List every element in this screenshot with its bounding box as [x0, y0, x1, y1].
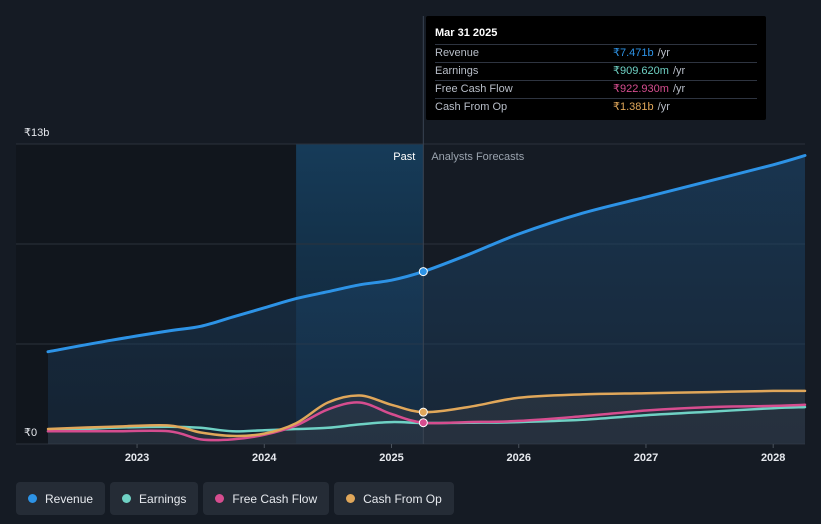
- x-tick-label: 2026: [506, 452, 530, 464]
- tooltip-label: Earnings: [435, 65, 479, 77]
- legend-label: Revenue: [45, 491, 94, 506]
- revenue-area: [48, 155, 805, 444]
- tooltip-date: Mar 31 2025: [435, 27, 498, 39]
- tooltip-row-cash-from-op: Cash From Op ₹1.381b /yr: [435, 98, 757, 116]
- free-cash-flow-line: [46, 401, 807, 442]
- tooltip: Mar 31 2025 Revenue ₹7.471b /yr Earnings…: [426, 16, 766, 120]
- past-label: Past: [393, 151, 415, 163]
- tooltip-row-revenue: Revenue ₹7.471b /yr: [435, 44, 757, 62]
- tooltip-value: ₹909.620m: [613, 65, 669, 77]
- tooltip-unit: /yr: [657, 101, 670, 113]
- tooltip-value: ₹922.930m: [613, 83, 669, 95]
- forecast-label: Analysts Forecasts: [431, 151, 524, 163]
- tooltip-value: ₹1.381b: [613, 101, 654, 113]
- earnings-line: [46, 405, 807, 433]
- tooltip-label: Revenue: [435, 47, 480, 59]
- revenue-line: [46, 154, 807, 354]
- tooltip-label: Free Cash Flow: [435, 83, 513, 95]
- tooltip-unit: /yr: [672, 83, 686, 95]
- x-tick-label: 2028: [761, 452, 785, 464]
- legend-item-cash-from-op[interactable]: Cash From Op: [334, 482, 454, 515]
- tooltip-row-earnings: Earnings ₹909.620m /yr: [435, 62, 757, 80]
- tooltip-label: Cash From Op: [435, 101, 508, 113]
- cash-from-op-line: [46, 389, 807, 438]
- legend-label: Free Cash Flow: [232, 491, 318, 506]
- x-tick-label: 2023: [125, 452, 149, 464]
- earnings-dot-icon: [122, 494, 132, 503]
- legend-item-free-cash-flow[interactable]: Free Cash Flow: [203, 482, 330, 515]
- legend-item-revenue[interactable]: Revenue: [16, 482, 106, 515]
- tooltip-unit: /yr: [657, 47, 670, 59]
- tooltip-value: ₹7.471b: [613, 47, 654, 59]
- x-tick-label: 2024: [252, 452, 277, 464]
- tooltip-row-free-cash-flow: Free Cash Flow ₹922.930m /yr: [435, 80, 757, 98]
- cash-from-op-dot-icon: [346, 494, 356, 503]
- x-tick-label: 2027: [634, 452, 658, 464]
- y-axis-label-max: ₹13b: [24, 127, 49, 139]
- revenue-point: [418, 267, 428, 277]
- free-cash-flow-point: [418, 418, 428, 428]
- tooltip-unit: /yr: [672, 65, 686, 77]
- legend-label: Earnings: [139, 491, 187, 506]
- cash-from-op-point: [418, 407, 428, 417]
- x-tick-label: 2025: [379, 452, 403, 464]
- legend-item-earnings[interactable]: Earnings: [110, 482, 199, 515]
- revenue-dot-icon: [28, 494, 37, 503]
- free-cash-flow-dot-icon: [215, 494, 225, 503]
- cash-from-op-area: [48, 390, 805, 444]
- y-axis-label-min: ₹0: [24, 427, 37, 439]
- legend-label: Cash From Op: [363, 491, 442, 506]
- legend: Revenue Earnings Free Cash Flow Cash Fro…: [16, 482, 454, 515]
